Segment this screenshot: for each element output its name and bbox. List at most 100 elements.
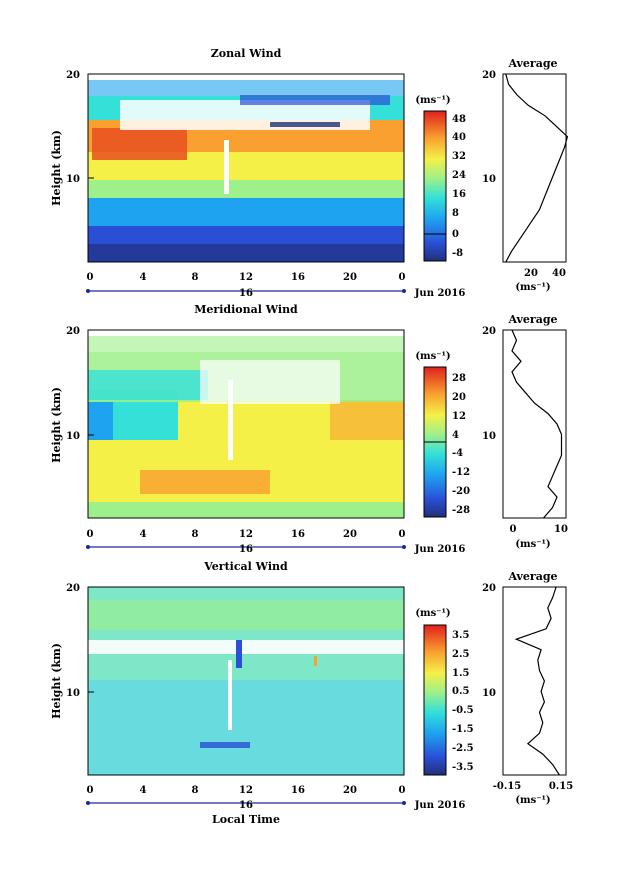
vertical-average-ytick: 20 — [482, 583, 496, 594]
meridional-cbar-tick: 20 — [452, 392, 466, 403]
zonal-cbar-tick: 8 — [452, 208, 459, 219]
meridional-heatmap — [88, 330, 404, 518]
zonal-xtick: 4 — [140, 272, 147, 283]
meridional-date-marker: 16 — [239, 544, 253, 555]
zonal-xtick: 16 — [291, 272, 305, 283]
zonal-cbar-tick: 24 — [452, 170, 466, 181]
zonal-cbar-tick: -8 — [452, 248, 463, 259]
meridional-xtick: 0 — [87, 529, 94, 540]
meridional-cbar-tick: -20 — [452, 486, 470, 497]
zonal-xtick: 0 — [87, 272, 94, 283]
zonal-average-xtick: 40 — [552, 268, 566, 279]
zonal-xtick: 0 — [399, 272, 406, 283]
meridional-xtick: 16 — [291, 529, 305, 540]
zonal-cbar-tick: 16 — [452, 189, 466, 200]
meridional-title: Meridional Wind — [194, 303, 298, 316]
zonal-date-label: Jun 2016 — [414, 288, 466, 299]
vertical-cbar-unit: (ms⁻¹) — [415, 608, 450, 619]
meridional-average-xunit: (ms⁻¹) — [515, 539, 550, 550]
meridional-average-profile — [511, 329, 563, 519]
zonal-xtick: 20 — [343, 272, 357, 283]
zonal-average-frame — [502, 73, 567, 263]
meridional-frame — [87, 329, 405, 519]
vertical-xticks: 0 4 8 12 16 20 0 — [87, 785, 406, 796]
meridional-average-xtick: 0 — [510, 524, 517, 535]
panel-zonal-wind: Zonal Wind Height (km) 10 20 0 4 — [50, 47, 569, 299]
vertical-average-xtick: -0.15 — [493, 781, 522, 792]
zonal-xtick: 8 — [192, 272, 199, 283]
vertical-xtick: 16 — [291, 785, 305, 796]
meridional-xtick: 20 — [343, 529, 357, 540]
zonal-average-ytick: 10 — [482, 174, 496, 185]
vertical-average-frame — [502, 586, 567, 776]
vertical-average-xunit: (ms⁻¹) — [515, 795, 550, 806]
vertical-cbar-tick: -1.5 — [452, 724, 474, 735]
vertical-average-title: Average — [507, 570, 557, 583]
zonal-frame — [87, 73, 405, 263]
vertical-frame — [87, 586, 405, 776]
meridional-xtick: 8 — [192, 529, 199, 540]
meridional-average-ytick: 10 — [482, 431, 496, 442]
zonal-heatmap — [88, 74, 404, 262]
zonal-xtick: 12 — [239, 272, 253, 283]
vertical-cbar-tick: 0.5 — [452, 686, 469, 697]
vertical-cbar-tick: 3.5 — [452, 630, 469, 641]
panel-meridional-wind: Meridional Wind Height (km) 10 20 0 4 8 … — [50, 303, 568, 555]
meridional-average-frame — [502, 329, 567, 519]
zonal-cbar-tick: 32 — [452, 151, 466, 162]
vertical-cbar-tick: 2.5 — [452, 649, 469, 660]
meridional-cbar-tick: 12 — [452, 411, 466, 422]
zonal-cbar-tick: 0 — [452, 229, 459, 240]
vertical-xlabel: Local Time — [212, 813, 280, 826]
meridional-xtick: 0 — [399, 529, 406, 540]
vertical-average-ytick: 10 — [482, 688, 496, 699]
vertical-average-xtick: 0.15 — [549, 781, 573, 792]
zonal-cbar-tick: 48 — [452, 114, 466, 125]
meridional-cbar-unit: (ms⁻¹) — [415, 351, 450, 362]
zonal-ylabel: Height (km) — [50, 130, 63, 206]
zonal-average-ytick: 20 — [482, 70, 496, 81]
zonal-xticks: 0 4 8 12 16 20 0 — [87, 272, 406, 283]
zonal-title: Zonal Wind — [211, 47, 282, 60]
vertical-xtick: 12 — [239, 785, 253, 796]
vertical-cbar-tick: -2.5 — [452, 743, 474, 754]
meridional-xtick: 12 — [239, 529, 253, 540]
meridional-average-ytick: 20 — [482, 326, 496, 337]
vertical-ytick-20: 20 — [66, 583, 80, 594]
vertical-ylabel: Height (km) — [50, 643, 63, 719]
meridional-ytick-10: 10 — [66, 431, 80, 442]
zonal-colorbar — [423, 110, 447, 262]
vertical-xtick: 20 — [343, 785, 357, 796]
meridional-cbar-tick: 28 — [452, 373, 466, 384]
zonal-date-marker: 16 — [239, 288, 253, 299]
zonal-cbar-tick: 40 — [452, 132, 466, 143]
meridional-average-xtick: 10 — [554, 524, 568, 535]
meridional-ytick-20: 20 — [66, 326, 80, 337]
meridional-xticks: 0 4 8 12 16 20 0 — [87, 529, 406, 540]
vertical-heatmap — [88, 587, 404, 775]
zonal-average-title: Average — [507, 57, 557, 70]
vertical-title: Vertical Wind — [203, 560, 288, 573]
meridional-cbar-tick: -4 — [452, 448, 463, 459]
meridional-average-title: Average — [507, 313, 557, 326]
vertical-xtick: 8 — [192, 785, 199, 796]
meridional-xtick: 4 — [140, 529, 147, 540]
vertical-date-marker: 16 — [239, 800, 253, 811]
meridional-cbar-tick: -12 — [452, 467, 470, 478]
meridional-date-label: Jun 2016 — [414, 544, 466, 555]
zonal-average-profile — [505, 73, 569, 263]
zonal-ytick-10: 10 — [66, 174, 80, 185]
zonal-ytick-20: 20 — [66, 70, 80, 81]
vertical-date-label: Jun 2016 — [414, 800, 466, 811]
vertical-ytick-10: 10 — [66, 688, 80, 699]
vertical-xtick: 0 — [399, 785, 406, 796]
vertical-colorbar — [423, 624, 447, 776]
vertical-xtick: 0 — [87, 785, 94, 796]
vertical-cbar-tick: -3.5 — [452, 762, 474, 773]
vertical-average-profile — [514, 586, 560, 776]
panel-vertical-wind: Vertical Wind Height (km) 10 20 0 4 8 12… — [50, 560, 573, 826]
meridional-cbar-tick: 4 — [452, 430, 459, 441]
zonal-cbar-unit: (ms⁻¹) — [415, 95, 450, 106]
zonal-average-xunit: (ms⁻¹) — [515, 282, 550, 293]
meridional-cbar-tick: -28 — [452, 505, 470, 516]
